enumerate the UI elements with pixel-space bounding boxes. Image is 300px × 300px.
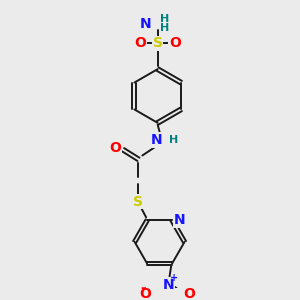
Text: H: H	[160, 23, 169, 33]
Text: O: O	[184, 287, 196, 300]
Text: H: H	[169, 135, 178, 145]
Text: O: O	[134, 36, 146, 50]
Text: O: O	[139, 287, 151, 300]
Text: N: N	[162, 278, 174, 292]
Text: S: S	[153, 36, 163, 50]
Text: H: H	[160, 14, 169, 24]
Text: S: S	[134, 195, 143, 208]
Text: -: -	[140, 281, 146, 296]
Text: N: N	[174, 213, 186, 227]
Text: O: O	[169, 36, 181, 50]
Text: N: N	[151, 133, 163, 147]
Text: +: +	[170, 273, 178, 283]
Text: O: O	[109, 141, 121, 155]
Text: N: N	[139, 17, 151, 31]
